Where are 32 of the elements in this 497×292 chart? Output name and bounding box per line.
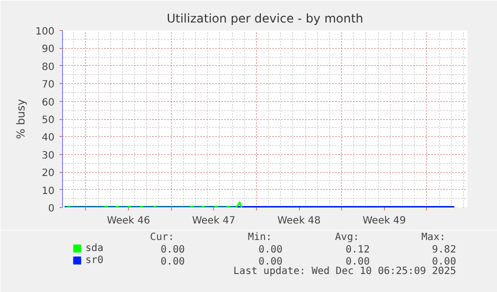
text: 9.82 [432,244,456,256]
text: 0.00 [160,244,185,256]
text: Max: [421,232,446,243]
text: 0.00 [346,256,370,268]
chart-title: Utilization per device - by month [166,12,364,26]
x-tick-label: Week 47 [192,216,236,226]
text: 0.00 [258,244,283,256]
y-tick-label: 0 [48,204,55,214]
y-tick-label: 30 [42,150,55,162]
legend-label: sr0 [85,255,104,266]
legend-label: sda [85,243,104,254]
x-tick-label: Week 49 [362,216,406,226]
text: 0.12 [346,244,370,256]
text: 0.00 [258,256,283,268]
text: 0.00 [160,256,185,268]
y-tick-label: 100 [35,26,55,38]
y-axis-title: % busy [14,98,28,140]
y-tick-label: 40 [42,132,55,144]
y-tick-label: 50 [42,115,55,126]
x-tick-label: Week 48 [277,216,321,226]
text: 0.00 [432,256,456,268]
text: Last update: Wed Dec 10 06:25:09 2025 [233,266,456,277]
text: Cur: [150,232,174,243]
text: Min: [248,232,272,243]
y-tick-label: 90 [42,44,55,56]
text: Avg: [335,232,360,243]
y-tick-label: 20 [42,168,55,180]
y-tick-label: 10 [42,186,55,197]
y-tick-label: 70 [42,80,55,91]
y-tick-label: 60 [42,97,55,108]
x-tick-label: Week 46 [106,216,150,226]
y-tick-label: 80 [42,62,55,73]
